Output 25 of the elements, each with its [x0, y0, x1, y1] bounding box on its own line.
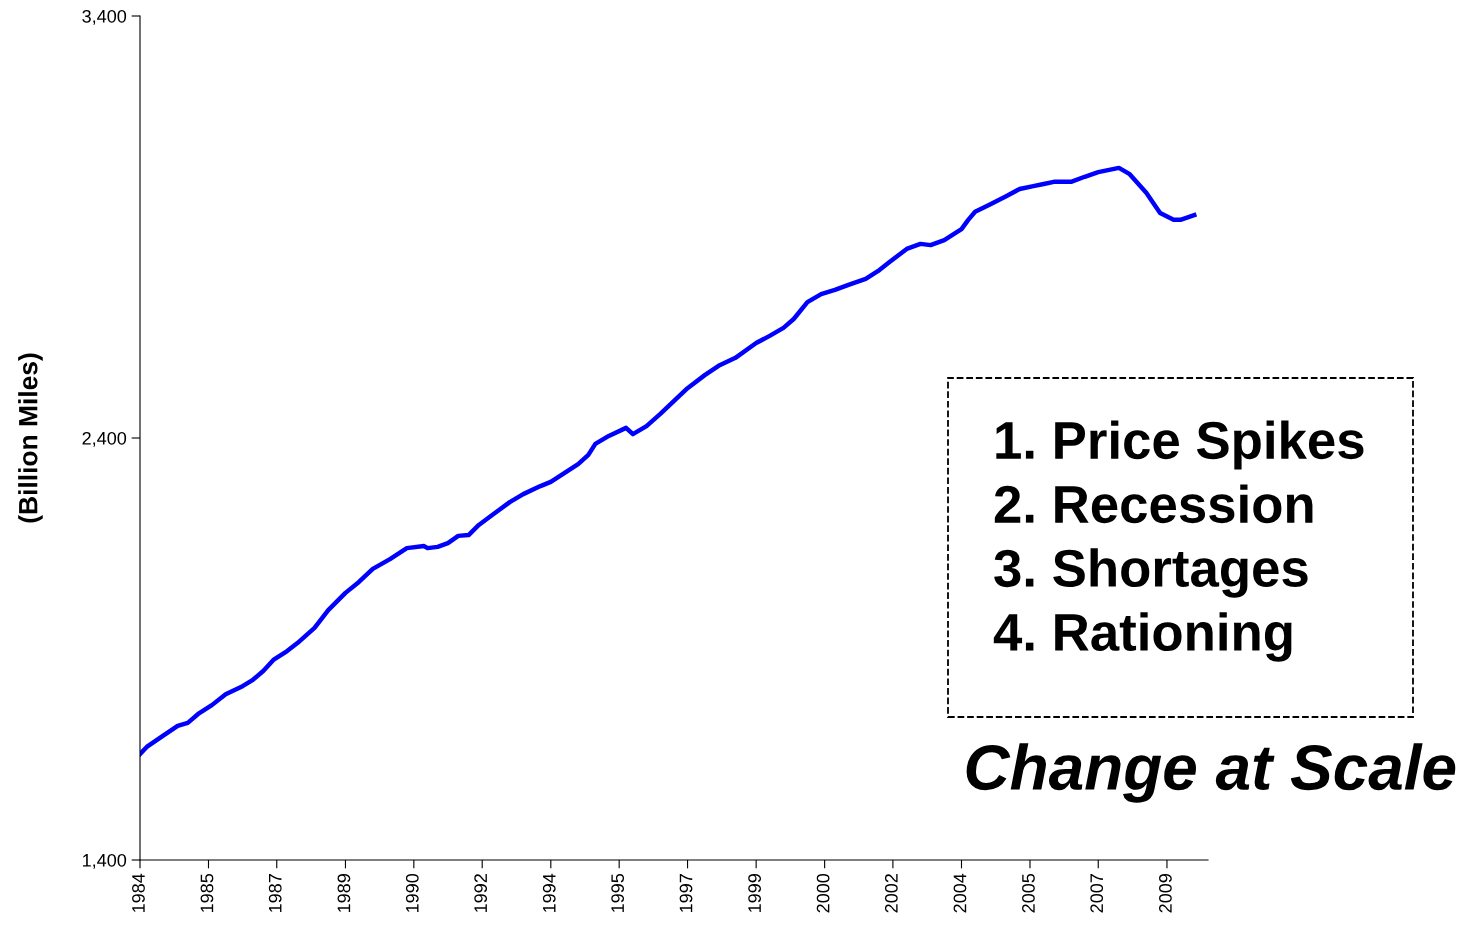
x-tick-label: 1985: [200, 873, 214, 912]
annotation: 1. Price Spikes: [996, 420, 1364, 470]
annotation: 2. Recession: [994, 484, 1313, 524]
y-tick-label: 2,400: [82, 431, 127, 447]
x-tick-label: 2004: [953, 873, 967, 913]
annotation: Change at Scale: [966, 743, 1456, 803]
x-tick-label: 2002: [884, 874, 898, 913]
y-tick-label: 3,400: [82, 9, 127, 25]
x-tick-label: 1984: [132, 873, 145, 912]
x-tick-label: 2007: [1090, 874, 1104, 913]
x-tick-label: 1990: [405, 873, 419, 912]
y-axis-title: (Billion Miles): [18, 353, 43, 523]
x-tick-label: 2009: [1159, 874, 1172, 913]
x-tick-label: 1997: [679, 874, 693, 912]
y-tick-label: 1,400: [83, 853, 127, 869]
annotation: 4. Rationing: [993, 612, 1292, 662]
x-tick-label: 1992: [474, 874, 488, 912]
x-tick-label: 2000: [816, 873, 830, 913]
x-tick-label: 1995: [611, 873, 625, 912]
annotation: 3. Shortages: [994, 548, 1308, 598]
x-tick-label: 2005: [1022, 873, 1035, 913]
x-tick-label: 1999: [748, 874, 761, 912]
x-tick-label: 1994: [542, 873, 556, 912]
x-tick-label: 1987: [268, 874, 282, 912]
x-tick-label: 1989: [337, 874, 351, 912]
